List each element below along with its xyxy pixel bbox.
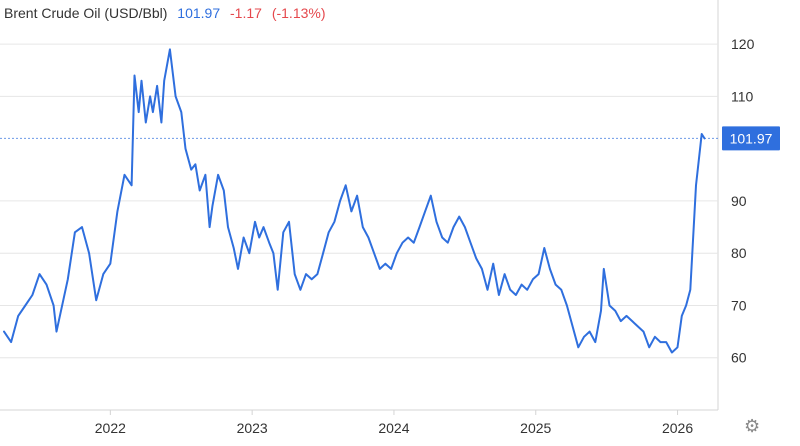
x-tick-label: 2024 [378,420,409,436]
y-tick-label: 90 [731,193,747,209]
series-line [3,48,706,354]
y-tick-label: 70 [731,297,747,313]
chart-title: Brent Crude Oil (USD/Bbl) [4,5,168,21]
x-tick-label: 2025 [520,420,551,436]
price-change: -1.17 [230,5,262,21]
y-tick-label: 60 [731,350,747,366]
y-tick-label: 80 [731,245,747,261]
last-value-badge [722,126,780,151]
price-change-percent: (-1.13%) [271,5,326,21]
chart-header: Brent Crude Oil (USD/Bbl) 101.97 -1.17 (… [4,5,332,21]
y-tick-label: 120 [731,36,755,52]
x-tick-label: 2022 [95,420,126,436]
y-tick-label: 110 [731,88,754,104]
last-value-label: 101.97 [730,130,773,146]
gear-icon[interactable]: ⚙ [744,416,761,437]
current-price: 101.97 [177,5,221,21]
x-tick-label: 2026 [662,420,693,436]
x-tick-label: 2023 [237,420,268,436]
